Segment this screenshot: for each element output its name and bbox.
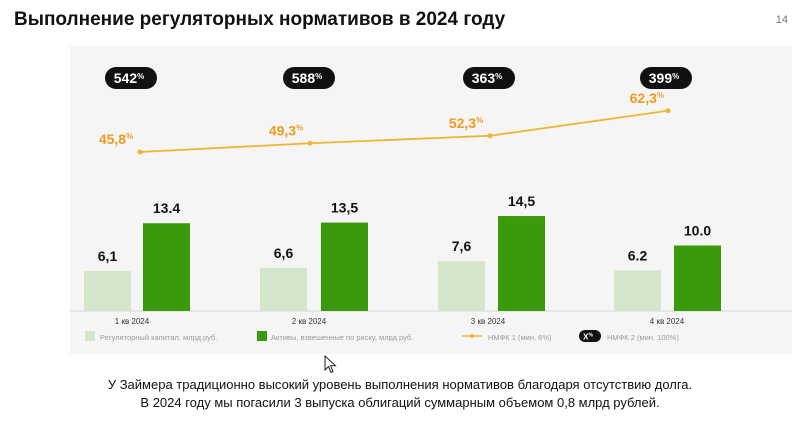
page-number: 14	[775, 14, 788, 26]
percent-sign: %	[495, 72, 502, 81]
legend-n2-badge-text: X%	[583, 333, 593, 342]
legend-n1-point	[470, 334, 474, 338]
footnote: У Займера традиционно высокий уровень вы…	[0, 376, 800, 412]
legend-n2-pill	[579, 330, 601, 342]
assets-bar	[674, 245, 721, 311]
n1-point	[137, 149, 143, 155]
slide-title: Выполнение регуляторных нормативов в 202…	[14, 9, 506, 30]
percent-sign: %	[137, 72, 144, 81]
footnote-line-1: У Займера традиционно высокий уровень вы…	[107, 377, 693, 392]
assets-bar	[143, 223, 190, 311]
percent-sign: %	[296, 123, 303, 132]
legend-assets-label: Активы, взвешенные по риску, млрд руб.	[271, 333, 413, 342]
percent-sign: %	[672, 72, 679, 81]
category-label: 4 кв 2024	[650, 317, 685, 326]
n1-value-label: 49,3%	[269, 122, 303, 138]
category-label: 1 кв 2024	[115, 317, 150, 326]
capital-bar	[84, 271, 131, 311]
capital-bar	[614, 270, 661, 311]
n2-pill	[283, 67, 335, 89]
n2-pill	[463, 67, 515, 89]
percent-sign: %	[126, 132, 133, 141]
n2-value-label: 588%	[292, 70, 322, 86]
category-label: 2 кв 2024	[292, 317, 327, 326]
footnote-line-2: В 2024 году мы погасили 3 выпуска облига…	[140, 395, 660, 410]
percent-sign: %	[476, 116, 483, 125]
assets-bar	[321, 222, 368, 311]
category-label: 3 кв 2024	[471, 317, 506, 326]
n1-point	[665, 108, 671, 114]
assets-value-label: 13,5	[331, 200, 358, 216]
n2-pill	[105, 67, 157, 89]
n1-point	[487, 133, 493, 139]
legend-n1-label: НМФК 1 (мин. 6%)	[488, 333, 552, 342]
n1-line	[139, 109, 669, 153]
n2-pill	[640, 67, 692, 89]
n2-value-label: 363%	[472, 70, 502, 86]
chart-panel: 542% 588% 363% 399% 45,8% 49,3% 52,3% 62,3% 6,1 6…	[70, 46, 792, 354]
legend-capital-label: Регуляторный капитал, млрд руб.	[100, 333, 217, 342]
capital-value-label: 6,1	[98, 248, 118, 264]
capital-value-label: 6,6	[274, 245, 294, 261]
assets-value-label: 10.0	[684, 223, 711, 239]
n2-value-label: 542%	[114, 70, 144, 86]
n1-value-label: 45,8%	[99, 131, 133, 147]
mouse-cursor-icon	[324, 355, 337, 374]
legend-capital-swatch	[85, 331, 95, 341]
capital-bar	[260, 267, 307, 311]
capital-bar	[438, 261, 485, 311]
n1-point	[307, 140, 313, 146]
percent-sign: %	[315, 72, 322, 81]
percent-sign: %	[588, 333, 593, 339]
legend-assets-swatch	[257, 331, 267, 341]
capital-value-label: 6.2	[628, 247, 648, 263]
n1-value-label: 62,3%	[630, 90, 664, 106]
assets-bar	[498, 216, 545, 311]
chart: 542% 588% 363% 399% 45,8% 49,3% 52,3% 62,3% 6,1 6…	[70, 67, 792, 342]
n1-value-label: 52,3%	[449, 115, 483, 131]
assets-value-label: 13.4	[153, 200, 180, 216]
n2-value-label: 399%	[649, 70, 679, 86]
assets-value-label: 14,5	[508, 193, 535, 209]
legend-n2-label: НМФК 2 (мин. 100%)	[607, 333, 679, 342]
percent-sign: %	[657, 91, 664, 100]
capital-value-label: 7,6	[452, 238, 472, 254]
